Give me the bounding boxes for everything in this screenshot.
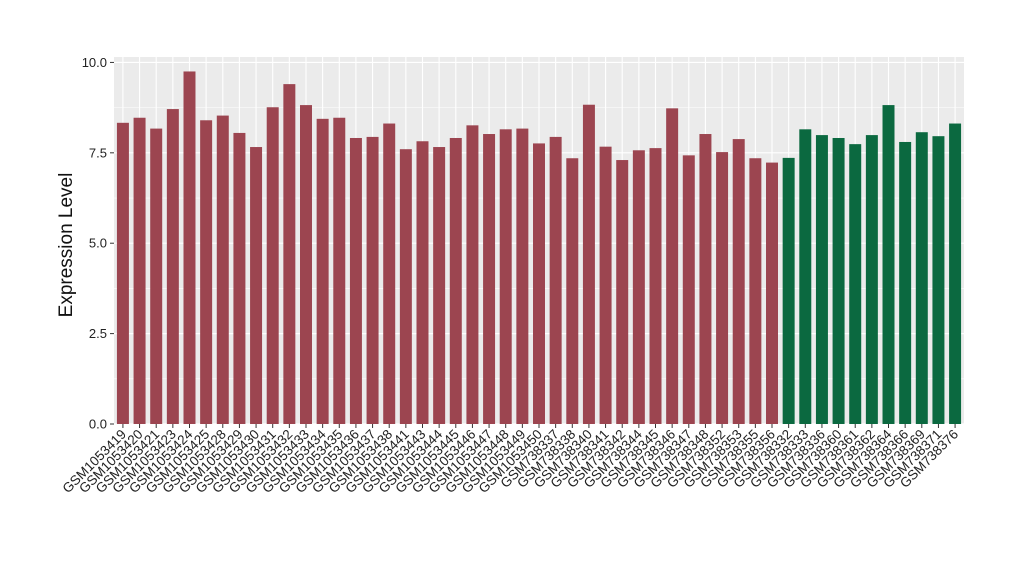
bar-GSM738336: [815, 135, 828, 424]
y-axis: 0.0 2.5 5.0 7.5 10.0: [82, 55, 114, 432]
bar-GSM1053445: [449, 137, 462, 424]
bar-GSM1053449: [516, 128, 529, 425]
bar-GSM738338: [566, 158, 579, 424]
bar-GSM738360: [832, 137, 845, 424]
y-tick-label: 5.0: [89, 236, 107, 251]
bar-GSM1053425: [200, 120, 213, 424]
bar-GSM738348: [699, 134, 712, 425]
bar-GSM738369: [915, 132, 928, 424]
bar-GSM738332: [782, 157, 795, 424]
bar-GSM738376: [949, 123, 962, 424]
bar-GSM1053431: [266, 107, 279, 425]
bar-GSM738337: [549, 136, 562, 424]
bar-GSM1053424: [183, 71, 196, 425]
bars: [116, 71, 962, 425]
bar-GSM1053433: [300, 105, 312, 424]
bar-GSM1053423: [166, 109, 179, 425]
bar-GSM738366: [899, 141, 912, 424]
bar-GSM738364: [882, 105, 895, 424]
bar-GSM738356: [766, 162, 778, 424]
bar-GSM1053437: [366, 136, 379, 424]
bar-GSM738361: [849, 144, 862, 425]
bar-GSM1053447: [483, 134, 496, 425]
y-tick-label: 10.0: [82, 55, 107, 70]
bar-GSM738346: [666, 108, 679, 424]
bar-GSM1053438: [383, 123, 396, 424]
bar-GSM1053419: [116, 122, 129, 425]
bar-GSM738333: [799, 129, 812, 424]
x-axis: GSM1053419GSM1053420GSM1053421GSM1053423…: [60, 424, 961, 496]
bar-GSM738345: [649, 148, 662, 424]
bar-GSM1053446: [466, 125, 479, 425]
bar-GSM738341: [599, 146, 612, 424]
bar-GSM1053421: [150, 128, 163, 425]
bar-GSM1053435: [333, 117, 346, 425]
bar-GSM738342: [616, 160, 629, 424]
bar-GSM738340: [582, 104, 595, 424]
y-tick-label: 7.5: [89, 145, 107, 160]
bar-GSM1053436: [349, 137, 362, 424]
bar-GSM1053420: [133, 117, 146, 425]
bar-GSM738352: [716, 152, 729, 424]
bar-GSM1053428: [216, 115, 229, 424]
bar-GSM738353: [732, 139, 745, 425]
bar-GSM1053432: [283, 84, 296, 424]
bar-GSM1053441: [399, 149, 412, 424]
bar-GSM1053444: [433, 147, 446, 424]
bar-GSM738347: [682, 155, 695, 425]
bar-GSM1053430: [250, 147, 263, 424]
bar-GSM1053443: [416, 141, 429, 424]
bar-GSM1053450: [533, 143, 545, 424]
y-tick-label: 2.5: [89, 326, 107, 341]
bar-GSM738371: [932, 136, 945, 424]
y-tick-label: 0.0: [89, 417, 107, 432]
bar-GSM738355: [749, 158, 762, 424]
bar-GSM738362: [865, 135, 878, 424]
bar-GSM1053448: [499, 129, 512, 424]
y-axis-title: Expression Level: [56, 173, 77, 318]
bar-GSM738344: [632, 150, 645, 425]
bar-GSM1053434: [316, 118, 329, 424]
bar-GSM1053429: [233, 132, 246, 424]
